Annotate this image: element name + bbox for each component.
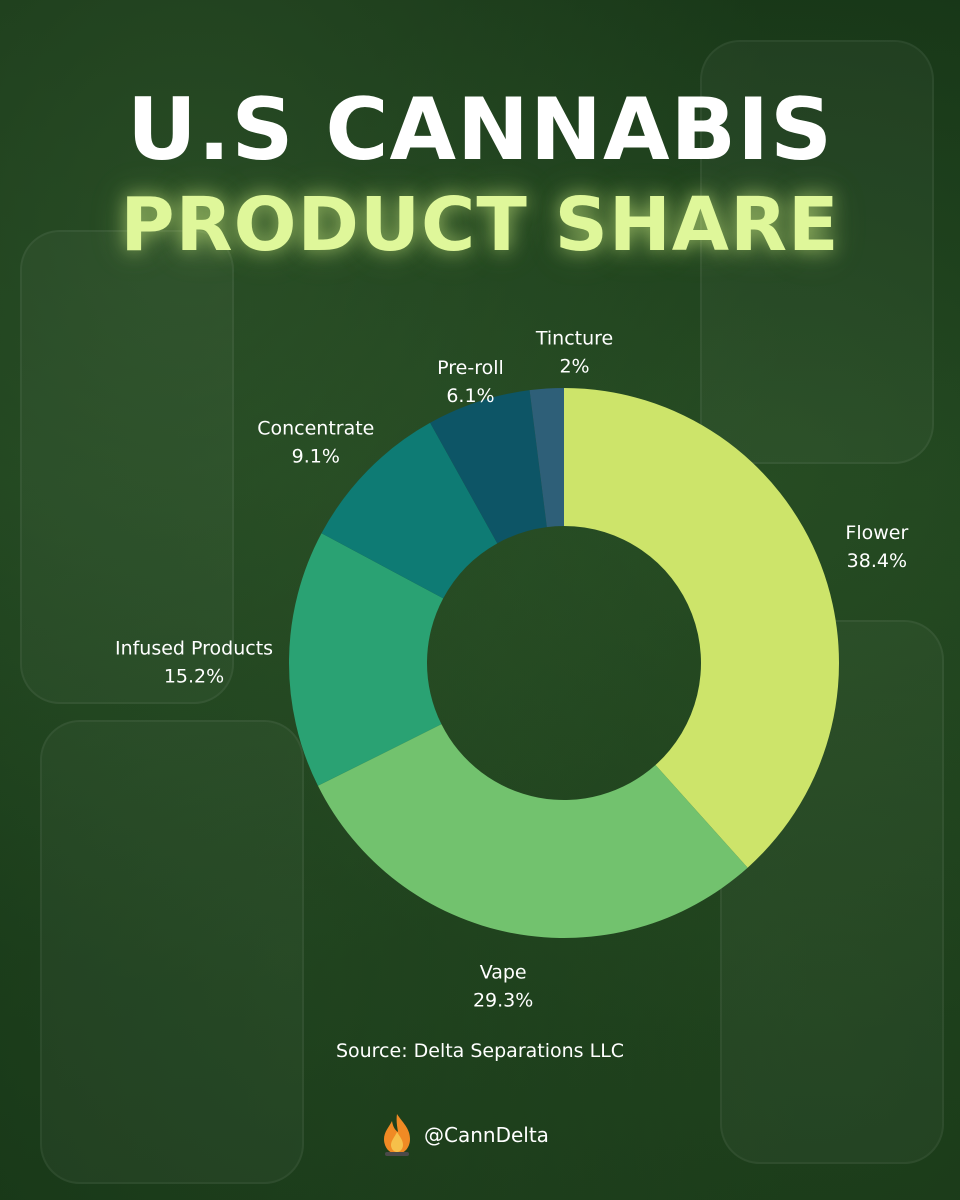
slice-value-pre-roll: 6.1%	[446, 385, 494, 407]
slice-tincture	[529, 388, 564, 528]
donut-labels: Flower 38.4% Vape 29.3% Infused Products 15.2…	[115, 328, 909, 1012]
title-line-2: PRODUCT SHARE	[120, 182, 840, 268]
background-jar	[20, 230, 234, 704]
slice-value-tincture: 2%	[559, 356, 589, 378]
slice-value-flower: 38.4%	[847, 550, 907, 572]
slice-label-vape: Vape	[480, 961, 527, 983]
slice-infused-products	[288, 533, 444, 786]
brand-handle: @CannDelta	[380, 1110, 549, 1160]
slice-value-infused-products: 15.2%	[164, 665, 224, 687]
slice-vape	[317, 724, 748, 938]
source-note: Source: Delta Separations LLC	[335, 1040, 625, 1062]
slice-label-flower: Flower	[845, 522, 908, 544]
handle-text: @CannDelta	[424, 1123, 549, 1147]
title-line-1: U.S CANNABIS	[126, 80, 834, 180]
slice-value-vape: 29.3%	[473, 989, 533, 1011]
slice-label-tincture: Tincture	[535, 328, 613, 350]
slice-concentrate	[321, 422, 498, 599]
slice-pre-roll	[430, 390, 547, 544]
flame-logo-icon	[384, 1114, 410, 1156]
slice-value-concentrate: 9.1%	[292, 446, 340, 468]
donut-slices	[288, 388, 839, 938]
slice-label-concentrate: Concentrate	[257, 418, 374, 440]
slice-label-infused-products: Infused Products	[115, 637, 273, 659]
background-jar	[40, 720, 304, 1184]
slice-flower	[564, 388, 839, 868]
slice-label-pre-roll: Pre-roll	[437, 357, 504, 379]
background-jar	[700, 40, 934, 464]
